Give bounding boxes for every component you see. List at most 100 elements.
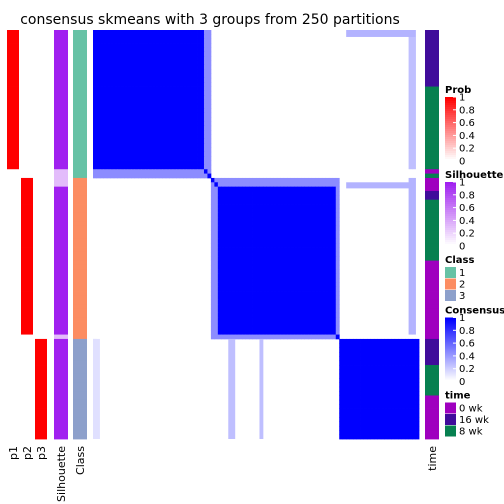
consensus-cell xyxy=(325,299,330,305)
consensus-cell xyxy=(269,230,274,235)
consensus-cell xyxy=(207,51,212,57)
consensus-cell xyxy=(412,177,416,335)
annotation-cell-class xyxy=(73,160,87,166)
consensus-legend-title: Consensus xyxy=(445,306,504,317)
consensus-cell xyxy=(186,99,191,105)
annotation-cell-p2 xyxy=(21,182,33,188)
consensus-cell xyxy=(103,173,108,179)
consensus-cell xyxy=(231,304,236,309)
time-cell xyxy=(425,247,439,253)
consensus-cell xyxy=(106,30,111,35)
consensus-cell xyxy=(297,312,302,318)
consensus-cell xyxy=(321,190,326,196)
consensus-cell xyxy=(193,95,198,101)
consensus-cell xyxy=(217,208,222,214)
consensus-cell xyxy=(259,295,264,301)
consensus-cell xyxy=(415,343,420,349)
consensus-cell xyxy=(162,138,167,144)
consensus-cell xyxy=(252,217,257,222)
consensus-cell xyxy=(99,134,104,140)
consensus-cell xyxy=(266,299,271,305)
consensus-cell xyxy=(308,330,312,335)
consensus-cell xyxy=(391,425,396,431)
consensus-cell xyxy=(158,138,163,144)
consensus-cell xyxy=(269,234,274,240)
consensus-cell xyxy=(151,169,156,174)
consensus-cell xyxy=(158,103,163,109)
consensus-cell xyxy=(311,190,316,196)
annotation-cell-class xyxy=(73,378,87,383)
consensus-cell xyxy=(197,99,201,105)
consensus-cell xyxy=(276,177,281,183)
consensus-cell xyxy=(96,147,101,153)
consensus-cell xyxy=(256,230,260,235)
annotation-cell-p2 xyxy=(21,278,33,283)
consensus-cell xyxy=(145,169,149,174)
consensus-cell xyxy=(214,243,219,248)
consensus-cell xyxy=(141,160,146,166)
consensus-cell xyxy=(158,69,163,74)
consensus-cell xyxy=(145,121,149,127)
consensus-cell xyxy=(325,204,330,209)
consensus-cell xyxy=(283,291,288,296)
consensus-cell xyxy=(384,391,389,396)
consensus-cell xyxy=(401,391,406,396)
consensus-cell xyxy=(290,230,295,235)
consensus-cell xyxy=(297,334,302,340)
time-cell xyxy=(425,251,439,257)
consensus-cell xyxy=(308,208,312,214)
consensus-cell xyxy=(224,204,229,209)
consensus-cell xyxy=(301,234,305,240)
consensus-cell xyxy=(210,186,215,192)
consensus-cell xyxy=(353,412,357,418)
consensus-cell xyxy=(138,43,142,48)
consensus-cell xyxy=(131,138,136,144)
consensus-cell xyxy=(172,130,177,135)
consensus-cell xyxy=(377,351,382,357)
consensus-cell xyxy=(308,286,312,292)
consensus-cell xyxy=(197,77,201,83)
consensus-cell xyxy=(186,82,191,87)
time-cell xyxy=(425,160,439,166)
annotation-cell-p2 xyxy=(21,225,33,231)
consensus-cell xyxy=(259,230,264,235)
consensus-cell xyxy=(394,360,399,366)
annotation-cell-p1 xyxy=(7,47,19,53)
consensus-cell xyxy=(308,238,312,244)
consensus-cell xyxy=(391,417,396,422)
consensus-cell xyxy=(346,360,351,366)
consensus-cell xyxy=(235,317,240,322)
consensus-cell xyxy=(203,51,208,57)
consensus-cell xyxy=(158,34,163,40)
consensus-cell xyxy=(99,69,104,74)
consensus-cell xyxy=(210,182,215,188)
consensus-cell xyxy=(131,47,136,53)
consensus-cell xyxy=(342,412,347,418)
consensus-cell xyxy=(332,308,337,314)
consensus-cell xyxy=(325,304,330,309)
consensus-cell xyxy=(280,177,285,183)
consensus-cell xyxy=(294,282,299,288)
class-legend-title: Class xyxy=(445,255,474,266)
consensus-cell xyxy=(287,204,292,209)
consensus-cell xyxy=(197,64,201,70)
annotation-cell-sil xyxy=(54,325,68,331)
consensus-cell xyxy=(141,30,146,35)
consensus-cell xyxy=(96,56,101,61)
consensus-cell xyxy=(103,164,108,170)
consensus-cell xyxy=(335,321,340,327)
consensus-cell xyxy=(304,256,309,262)
consensus-cell xyxy=(287,195,292,201)
consensus-cell xyxy=(269,312,274,318)
silhouette-legend-swatch xyxy=(445,190,456,193)
annotation-cell-p2 xyxy=(21,117,33,122)
consensus-cell xyxy=(373,378,378,383)
consensus-cell xyxy=(155,151,160,157)
consensus-cell xyxy=(252,251,257,257)
consensus-cell xyxy=(162,60,167,66)
consensus-cell xyxy=(256,269,260,275)
consensus-cell xyxy=(356,399,361,405)
consensus-cell xyxy=(131,147,136,153)
consensus-cell xyxy=(165,112,170,118)
consensus-cell xyxy=(273,225,278,231)
